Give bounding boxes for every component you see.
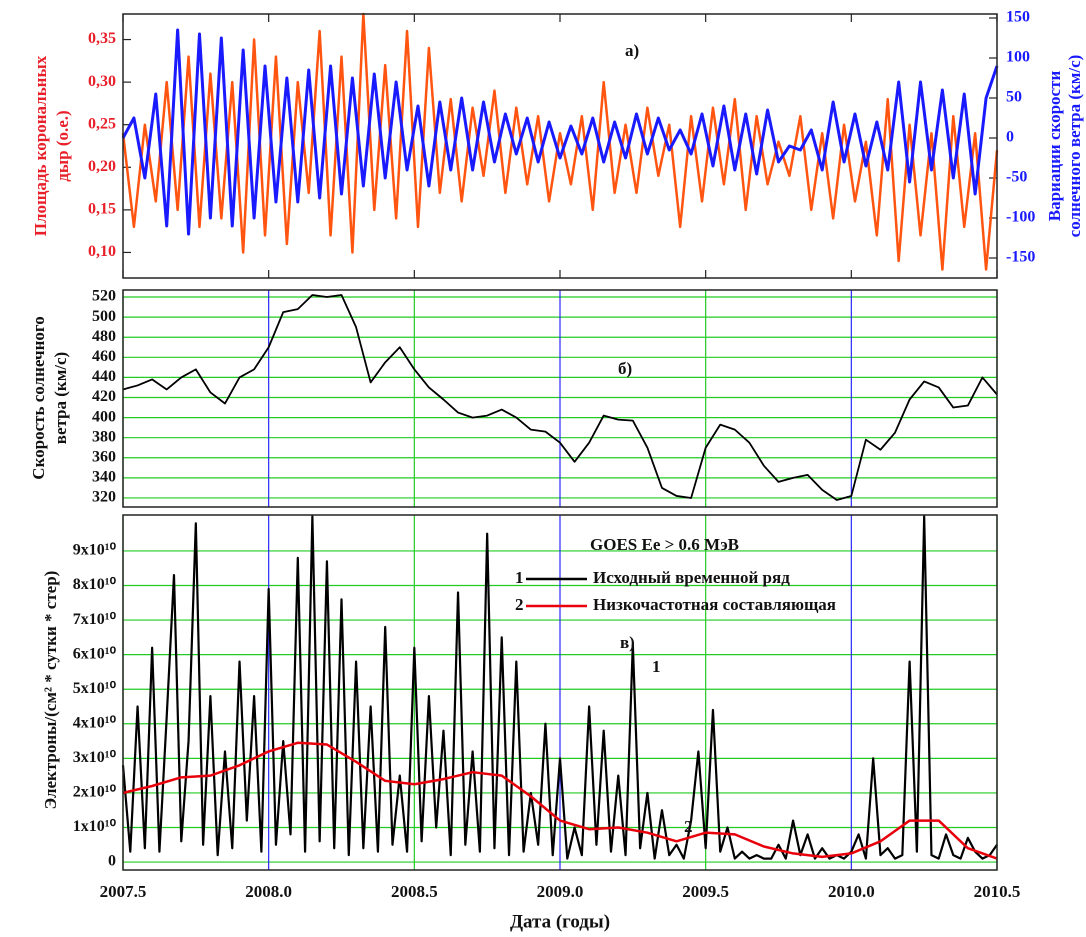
y-tick-label: 460 [92, 348, 116, 365]
y-tick-label: 520 [92, 288, 116, 305]
y-tick-label: 8x10¹⁰ [73, 576, 117, 593]
annotation: 1 [652, 657, 661, 676]
x-tick-label: 2007.5 [100, 882, 147, 901]
y-tick-label: 360 [92, 448, 116, 465]
annotation: GOES Ee > 0.6 МэВ [590, 535, 739, 554]
annotation: 2 [684, 817, 693, 836]
y-tick-label: 400 [92, 408, 116, 425]
x-axis-label: Дата (годы) [510, 911, 610, 932]
y-tick-label: 2x10¹⁰ [73, 784, 117, 801]
y-tick-label: 7x10¹⁰ [73, 611, 117, 628]
y-tick-label: 320 [92, 489, 116, 506]
y2-tick-label: 50 [1006, 89, 1022, 106]
series-line [122, 294, 998, 501]
y-axis-label: Электроны/(см² * сутки * стер) [41, 571, 60, 810]
y-tick-label: 0,25 [88, 115, 116, 132]
annotation: б) [618, 359, 632, 378]
y-tick-label: 0,15 [88, 201, 116, 218]
y-tick-label: 1x10¹⁰ [73, 818, 117, 835]
series-line [121, 515, 998, 860]
legend-number: 1 [515, 568, 524, 587]
y-tick-label: 3x10¹⁰ [73, 749, 117, 766]
y-tick-label: 340 [92, 469, 116, 486]
y-axis-label: ветра (км/с) [51, 352, 70, 444]
y-tick-label: 0,20 [88, 158, 116, 175]
annotation: в) [620, 633, 635, 652]
legend-label: Низкочастотная составляющая [593, 595, 836, 614]
legend-label: Исходный временной ряд [593, 568, 790, 587]
plot-frame [122, 289, 998, 508]
y2-axis-label: Вариации скорости [1045, 71, 1064, 222]
series-line [121, 28, 999, 236]
y2-tick-label: -150 [1006, 249, 1035, 266]
y-tick-label: 440 [92, 368, 116, 385]
y2-tick-label: -50 [1006, 169, 1027, 186]
x-tick-label: 2010.0 [828, 882, 875, 901]
y2-tick-label: 100 [1006, 49, 1030, 66]
y-tick-label: 0,35 [88, 30, 116, 47]
y-tick-label: 380 [92, 428, 116, 445]
y2-tick-label: 150 [1006, 9, 1030, 26]
y-tick-label: 6x10¹⁰ [73, 645, 117, 662]
x-tick-label: 2009.0 [537, 882, 584, 901]
y-tick-label: 5x10¹⁰ [73, 680, 117, 697]
panel: 0,10 0,15 0,20 0,25 0,30 0,35 -150 -100 -50 0 50 10… [31, 9, 1084, 279]
y2-tick-label: -100 [1006, 209, 1035, 226]
x-tick-label: 2008.5 [391, 882, 438, 901]
series-line [122, 741, 998, 860]
x-tick-label: 2008.0 [245, 882, 292, 901]
series-line [121, 12, 999, 271]
legend-number: 2 [515, 595, 524, 614]
y-axis-label: Скорость солнечного [29, 316, 48, 479]
y2-axis-label: солнечного ветра (км/с) [1065, 55, 1084, 238]
y-tick-label: 0 [108, 853, 116, 870]
y-tick-label: 4x10¹⁰ [73, 714, 117, 731]
annotation: а) [625, 41, 639, 60]
plot-frame [122, 13, 998, 279]
y-tick-label: 500 [92, 308, 116, 325]
y-tick-label: 0,10 [88, 243, 116, 260]
y-tick-label: 420 [92, 388, 116, 405]
y-tick-label: 480 [92, 328, 116, 345]
x-tick-label: 2009.5 [682, 882, 729, 901]
panel: 0 1x10¹⁰ 2x10¹⁰ 3x10¹⁰ 4x10¹⁰ 5x10¹⁰ 6x10¹⁰ 7x1… [41, 514, 1021, 932]
panel: 320 340 360 380 400 420 440 460 480 500 520 Скорост… [29, 288, 998, 508]
y-tick-label: 9x10¹⁰ [73, 542, 117, 559]
y-axis-label: Площадь корональных [31, 55, 50, 236]
x-tick-label: 2010.5 [974, 882, 1021, 901]
y-tick-label: 0,30 [88, 73, 116, 90]
y2-tick-label: 0 [1006, 129, 1014, 146]
y-axis-label: дыр (о.е.) [53, 110, 72, 181]
plot-frame [122, 514, 998, 871]
